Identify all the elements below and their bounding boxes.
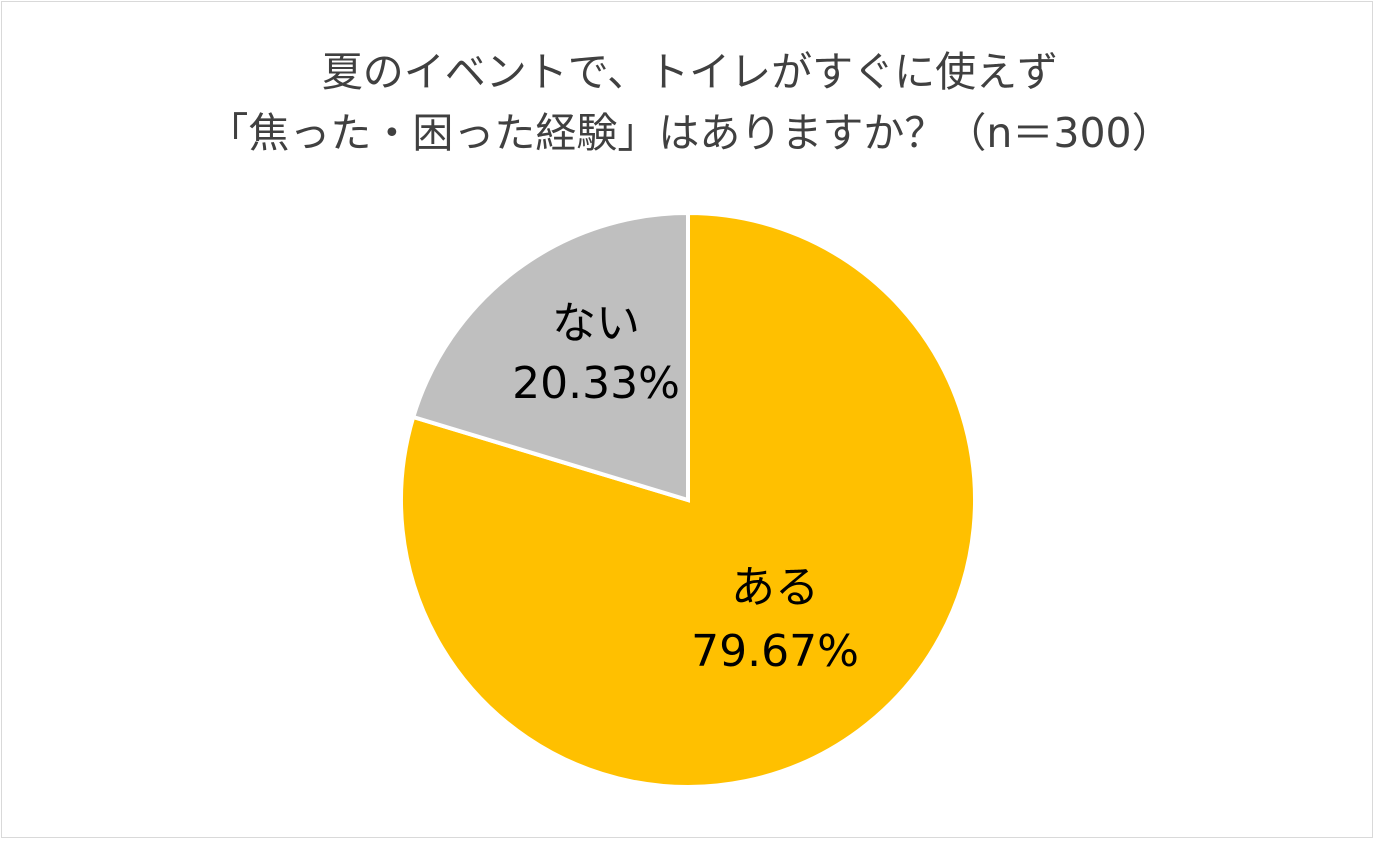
chart-title: 夏のイベントで、トイレがすぐに使えず 「焦った・困った経験」はありますか？（n＝… — [2, 42, 1376, 164]
pie-slice-nai — [410, 210, 690, 503]
slice-value-label: 20.33% — [512, 358, 680, 409]
chart-title-line-2: 「焦った・困った経験」はありますか？（n＝300） — [207, 109, 1173, 157]
slice-value-label: 79.67% — [691, 626, 859, 677]
slice-category-label: ある — [731, 562, 819, 613]
pie-slices — [399, 210, 977, 789]
slice-category-label: ない — [552, 298, 640, 349]
pie-labels: ある 79.67% ない 20.33% — [512, 298, 859, 677]
chart-title-line-1: 夏のイベントで、トイレがすぐに使えず — [321, 48, 1059, 96]
